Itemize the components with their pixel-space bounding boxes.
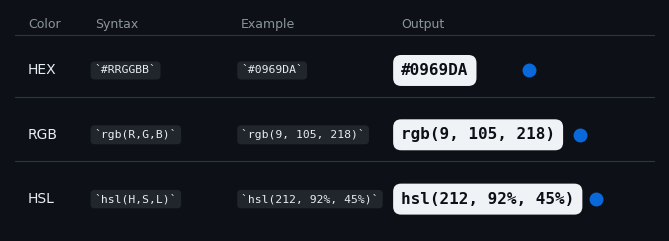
Text: RGB: RGB <box>28 128 58 142</box>
Text: `hsl(212, 92%, 45%)`: `hsl(212, 92%, 45%)` <box>242 194 379 204</box>
Text: HEX: HEX <box>28 63 57 77</box>
Text: Example: Example <box>242 18 296 31</box>
Text: `#RRGGBB`: `#RRGGBB` <box>94 66 157 75</box>
Text: Syntax: Syntax <box>94 18 138 31</box>
Text: Color: Color <box>28 18 61 31</box>
Text: Output: Output <box>401 18 444 31</box>
Text: `#0969DA`: `#0969DA` <box>242 66 303 75</box>
Text: `rgb(R,G,B)`: `rgb(R,G,B)` <box>94 129 177 140</box>
Text: `rgb(9, 105, 218)`: `rgb(9, 105, 218)` <box>242 129 365 140</box>
Text: HSL: HSL <box>28 192 55 206</box>
Text: #0969DA: #0969DA <box>401 63 468 78</box>
Text: rgb(9, 105, 218): rgb(9, 105, 218) <box>401 127 555 142</box>
Text: `hsl(H,S,L)`: `hsl(H,S,L)` <box>94 194 177 204</box>
Text: hsl(212, 92%, 45%): hsl(212, 92%, 45%) <box>401 192 575 207</box>
